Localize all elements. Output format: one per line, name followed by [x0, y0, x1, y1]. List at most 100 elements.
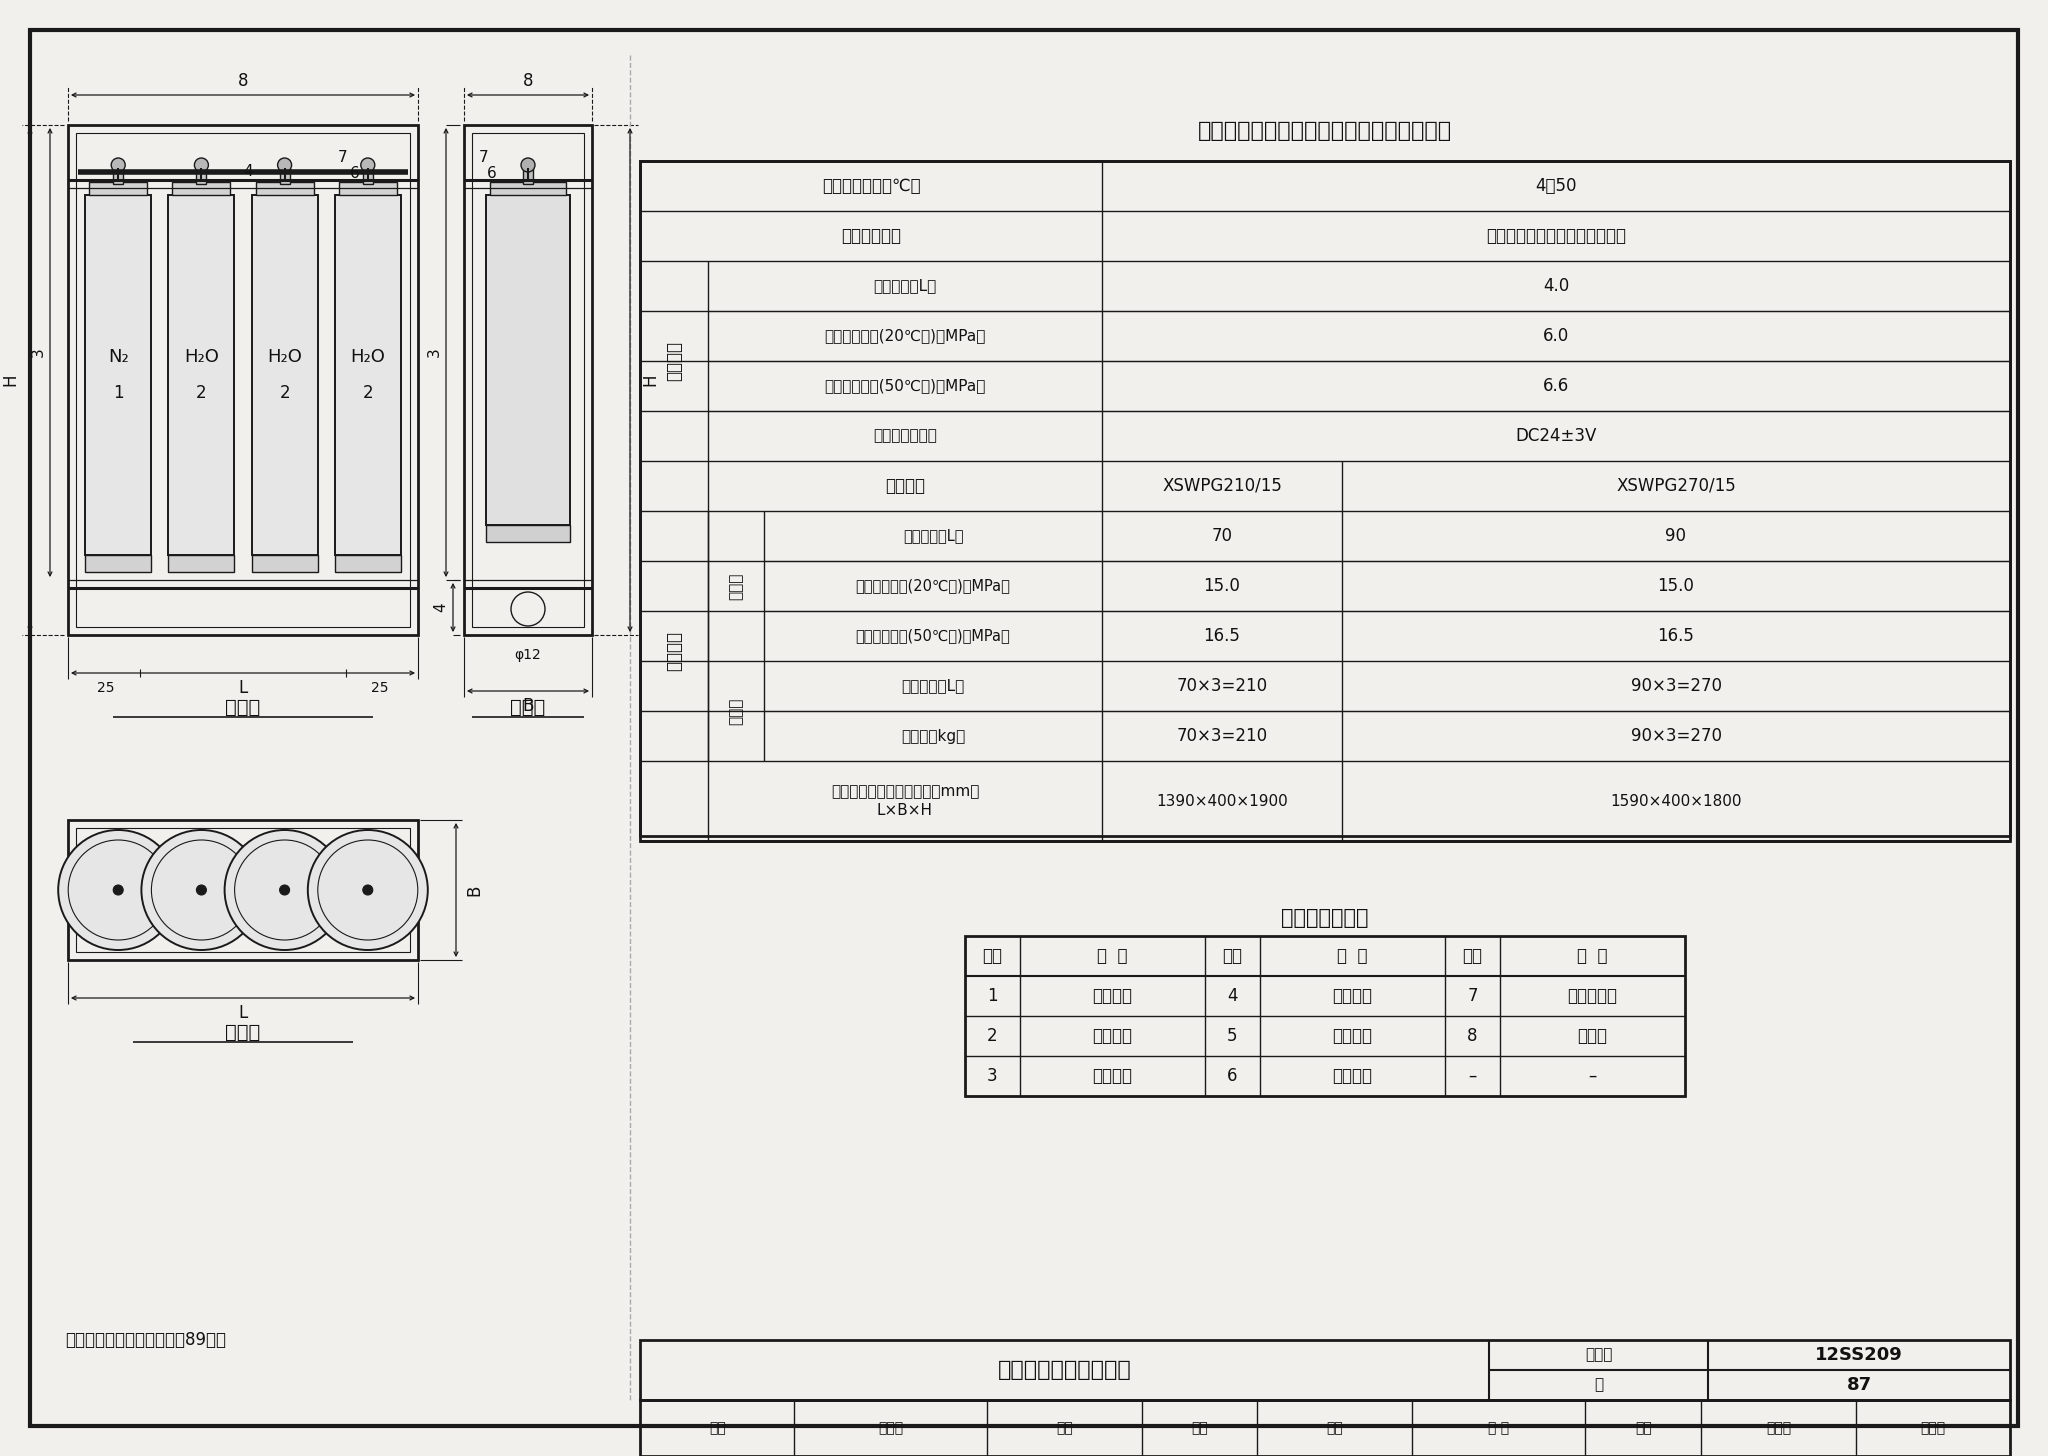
- Bar: [76, 828, 410, 952]
- Bar: [522, 167, 532, 183]
- Text: 6.6: 6.6: [1542, 377, 1569, 395]
- Text: 储瓶框架: 储瓶框架: [1092, 1067, 1133, 1085]
- Text: 郭才智: 郭才智: [1765, 1421, 1792, 1436]
- Bar: [172, 182, 229, 195]
- Text: 4: 4: [1227, 987, 1237, 1005]
- Bar: [485, 195, 569, 526]
- Bar: [334, 555, 401, 572]
- Text: 7: 7: [1466, 987, 1479, 1005]
- Bar: [338, 182, 397, 195]
- Text: 1390×400×1900: 1390×400×1900: [1157, 794, 1288, 808]
- Text: 6: 6: [1227, 1067, 1237, 1085]
- Circle shape: [281, 885, 289, 895]
- Text: 姚效刚: 姚效刚: [879, 1421, 903, 1436]
- Text: 设计: 设计: [1634, 1421, 1653, 1436]
- Bar: [68, 125, 418, 635]
- Text: 韩建: 韩建: [1327, 1421, 1343, 1436]
- Text: XSWPG270/15: XSWPG270/15: [1616, 478, 1737, 495]
- Bar: [485, 526, 569, 542]
- Text: 6: 6: [487, 166, 498, 182]
- Text: 高压细水雾瓶组外形图: 高压细水雾瓶组外形图: [997, 1360, 1133, 1380]
- Text: 4: 4: [434, 603, 449, 612]
- Text: 水流单向阀: 水流单向阀: [1567, 987, 1618, 1005]
- Text: 韩 建: 韩 建: [1489, 1421, 1509, 1436]
- Bar: [197, 167, 207, 183]
- Text: 3: 3: [987, 1067, 997, 1085]
- Text: 4.0: 4.0: [1542, 277, 1569, 296]
- Text: 编号: 编号: [1462, 946, 1483, 965]
- Text: 25: 25: [96, 681, 115, 695]
- Text: 瓶组型号: 瓶组型号: [885, 478, 926, 495]
- Text: 1590×400×1800: 1590×400×1800: [1610, 794, 1741, 808]
- Text: 2: 2: [197, 384, 207, 402]
- Circle shape: [279, 159, 291, 172]
- Bar: [465, 125, 592, 635]
- Text: 编号: 编号: [1223, 946, 1243, 965]
- Bar: [489, 182, 565, 195]
- Text: 自动、电气手动、机械应急手动: 自动、电气手动、机械应急手动: [1487, 227, 1626, 245]
- Text: 87: 87: [1847, 1376, 1872, 1393]
- Text: 名  称: 名 称: [1337, 946, 1368, 965]
- Text: 6.0: 6.0: [1542, 328, 1569, 345]
- Text: H: H: [641, 374, 659, 386]
- Text: 许才智: 许才智: [1921, 1421, 1946, 1436]
- Text: 7: 7: [479, 150, 489, 166]
- Bar: [168, 555, 233, 572]
- Bar: [252, 555, 317, 572]
- Text: 说明：系统启动装置详见第89页。: 说明：系统启动装置详见第89页。: [66, 1331, 225, 1350]
- Text: 签名: 签名: [1057, 1421, 1073, 1436]
- Bar: [90, 182, 147, 195]
- Text: 90: 90: [1665, 527, 1686, 545]
- Text: 页: 页: [1593, 1377, 1604, 1392]
- Text: 7: 7: [338, 150, 348, 166]
- Text: φ12: φ12: [514, 648, 541, 662]
- Circle shape: [111, 159, 125, 172]
- Circle shape: [113, 885, 123, 895]
- Text: 3: 3: [426, 348, 442, 357]
- Text: 平面图: 平面图: [225, 1022, 260, 1041]
- Circle shape: [195, 159, 209, 172]
- Bar: [76, 132, 410, 628]
- Text: 图集号: 图集号: [1585, 1347, 1612, 1363]
- Bar: [471, 132, 584, 628]
- Bar: [281, 167, 289, 183]
- Bar: [639, 1401, 2009, 1456]
- Text: H₂O: H₂O: [184, 348, 219, 365]
- Circle shape: [225, 830, 344, 949]
- Text: 前视图: 前视图: [225, 697, 260, 716]
- Bar: [639, 1340, 2009, 1401]
- Bar: [168, 195, 233, 555]
- Text: 公称工作压力(20℃时)（MPa）: 公称工作压力(20℃时)（MPa）: [856, 578, 1010, 594]
- Text: 6: 6: [350, 166, 360, 182]
- Text: 8: 8: [1466, 1026, 1479, 1045]
- Bar: [639, 162, 2009, 836]
- Text: H: H: [0, 374, 18, 386]
- Text: 2: 2: [279, 384, 291, 402]
- Text: 4: 4: [244, 165, 252, 179]
- Text: 3: 3: [31, 348, 45, 357]
- Circle shape: [362, 885, 373, 895]
- Text: 储瓶容积（L）: 储瓶容积（L）: [903, 529, 963, 543]
- Text: 储气瓶: 储气瓶: [729, 572, 743, 600]
- Text: 8: 8: [522, 71, 532, 90]
- Text: 集流管: 集流管: [1577, 1026, 1608, 1045]
- Text: 瓶组式高压细水雾开式系统主要技术参数表: 瓶组式高压细水雾开式系统主要技术参数表: [1198, 121, 1452, 141]
- Text: –: –: [1589, 1067, 1597, 1085]
- Bar: [86, 195, 152, 555]
- Circle shape: [307, 830, 428, 949]
- Text: H₂O: H₂O: [350, 348, 385, 365]
- Text: 储水瓶: 储水瓶: [729, 697, 743, 725]
- Text: 最大工作压力(50℃时)（MPa）: 最大工作压力(50℃时)（MPa）: [823, 379, 985, 393]
- Text: 2: 2: [987, 1026, 997, 1045]
- Text: 8: 8: [238, 71, 248, 90]
- Bar: [68, 820, 418, 960]
- Bar: [639, 162, 2009, 842]
- Text: 最大工作压力(50℃时)（MPa）: 最大工作压力(50℃时)（MPa）: [856, 629, 1010, 644]
- Text: 70×3=210: 70×3=210: [1176, 677, 1268, 695]
- Text: 16.5: 16.5: [1657, 628, 1694, 645]
- Bar: [362, 167, 373, 183]
- Text: 系统控制方式: 系统控制方式: [842, 227, 901, 245]
- Text: 12SS209: 12SS209: [1815, 1345, 1903, 1364]
- Text: 储瓶容积（L）: 储瓶容积（L）: [872, 278, 936, 294]
- Text: 1: 1: [987, 987, 997, 1005]
